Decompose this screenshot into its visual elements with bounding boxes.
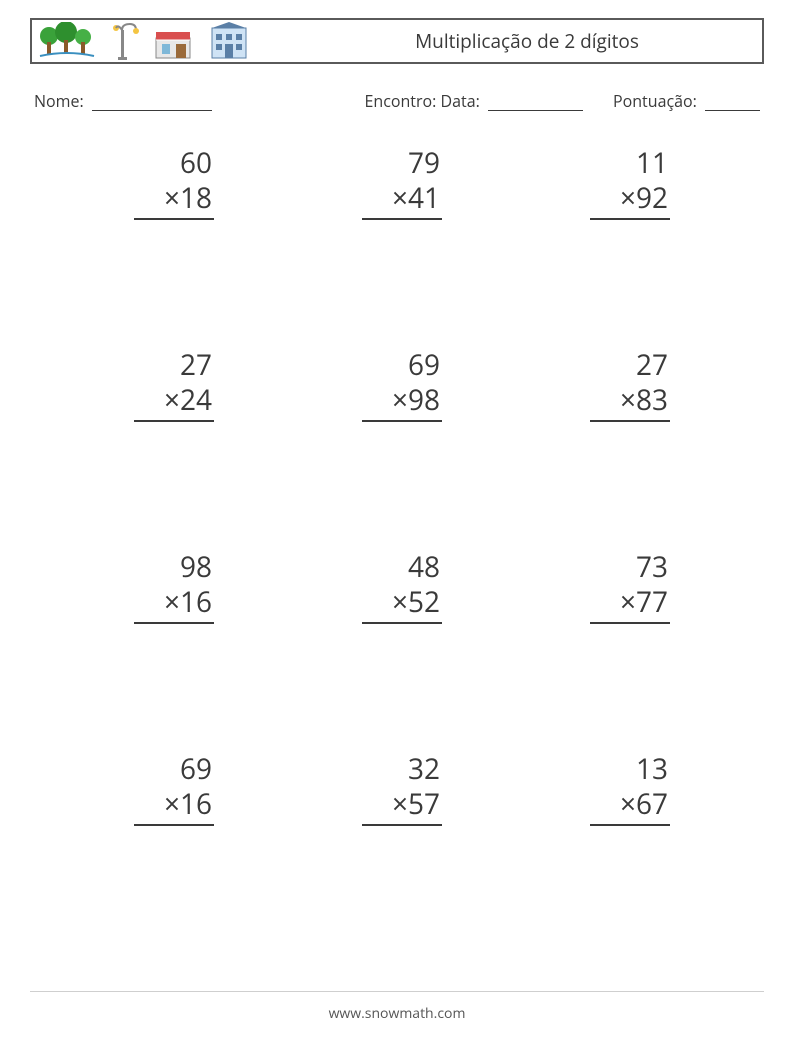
- multiplier-row: ×24: [134, 383, 214, 422]
- footer-url: www.snowmath.com: [329, 1004, 466, 1023]
- date-blank[interactable]: [488, 110, 583, 111]
- multiplier: 52: [408, 583, 440, 621]
- problem: 69×16: [80, 752, 268, 826]
- multiplier: 16: [180, 583, 212, 621]
- multiplier: 16: [180, 785, 212, 823]
- header-box: Multiplicação de 2 dígitos: [30, 18, 764, 64]
- multiplier-row: ×41: [362, 181, 442, 220]
- multiply-symbol: ×: [392, 585, 408, 620]
- multiplier-row: ×92: [590, 181, 670, 220]
- multiplicand: 79: [362, 146, 442, 181]
- footer: www.snowmath.com: [30, 991, 764, 1023]
- multiplier-row: ×18: [134, 181, 214, 220]
- multiply-symbol: ×: [392, 383, 408, 418]
- date-field: Encontro: Data:: [365, 90, 583, 112]
- multiplier: 83: [636, 381, 668, 419]
- multiply-symbol: ×: [164, 585, 180, 620]
- multiply-symbol: ×: [164, 787, 180, 822]
- multiplicand: 73: [590, 550, 670, 585]
- name-field: Nome:: [34, 90, 212, 112]
- problem-body: 98×16: [134, 550, 214, 624]
- multiplicand: 98: [134, 550, 214, 585]
- problems-grid: 60×1879×4111×9227×2469×9827×8398×1648×52…: [30, 146, 764, 826]
- multiplicand: 27: [590, 348, 670, 383]
- multiply-symbol: ×: [392, 787, 408, 822]
- multiplier: 67: [636, 785, 668, 823]
- multiplicand: 48: [362, 550, 442, 585]
- score-field: Pontuação:: [613, 90, 760, 112]
- worksheet-title: Multiplicação de 2 dígitos: [32, 28, 762, 54]
- problem: 27×83: [536, 348, 724, 422]
- multiplicand: 69: [362, 348, 442, 383]
- multiplier: 24: [180, 381, 212, 419]
- problem-body: 73×77: [590, 550, 670, 624]
- multiplicand: 13: [590, 752, 670, 787]
- multiply-symbol: ×: [164, 383, 180, 418]
- multiplier-row: ×98: [362, 383, 442, 422]
- problem-body: 48×52: [362, 550, 442, 624]
- multiplier: 41: [408, 179, 440, 217]
- multiplier-row: ×16: [134, 585, 214, 624]
- problem-body: 69×98: [362, 348, 442, 422]
- problem: 69×98: [308, 348, 496, 422]
- multiplier-row: ×52: [362, 585, 442, 624]
- problem-body: 27×24: [134, 348, 214, 422]
- problem-body: 60×18: [134, 146, 214, 220]
- multiply-symbol: ×: [164, 181, 180, 216]
- problem-body: 32×57: [362, 752, 442, 826]
- multiplier: 77: [636, 583, 668, 621]
- problem: 27×24: [80, 348, 268, 422]
- multiplicand: 27: [134, 348, 214, 383]
- multiply-symbol: ×: [620, 787, 636, 822]
- problem-body: 11×92: [590, 146, 670, 220]
- multiplier-row: ×16: [134, 787, 214, 826]
- problem-body: 13×67: [590, 752, 670, 826]
- multiplicand: 60: [134, 146, 214, 181]
- multiply-symbol: ×: [392, 181, 408, 216]
- problem: 32×57: [308, 752, 496, 826]
- multiplier-row: ×77: [590, 585, 670, 624]
- multiply-symbol: ×: [620, 181, 636, 216]
- multiplier: 18: [180, 179, 212, 217]
- multiplicand: 32: [362, 752, 442, 787]
- multiplier: 57: [408, 785, 440, 823]
- multiplier: 98: [408, 381, 440, 419]
- problem: 60×18: [80, 146, 268, 220]
- problem: 73×77: [536, 550, 724, 624]
- score-label: Pontuação:: [613, 90, 697, 112]
- problem-body: 69×16: [134, 752, 214, 826]
- multiplicand: 69: [134, 752, 214, 787]
- multiplier: 92: [636, 179, 668, 217]
- name-blank[interactable]: [92, 110, 212, 111]
- multiplier-row: ×67: [590, 787, 670, 826]
- problem: 11×92: [536, 146, 724, 220]
- name-label: Nome:: [34, 90, 84, 112]
- info-row: Nome: Encontro: Data: Pontuação:: [30, 90, 764, 112]
- problem: 48×52: [308, 550, 496, 624]
- multiply-symbol: ×: [620, 585, 636, 620]
- multiply-symbol: ×: [620, 383, 636, 418]
- problem: 13×67: [536, 752, 724, 826]
- problem: 98×16: [80, 550, 268, 624]
- problem-body: 79×41: [362, 146, 442, 220]
- worksheet-page: Multiplicação de 2 dígitos Nome: Encontr…: [0, 0, 794, 1053]
- problem: 79×41: [308, 146, 496, 220]
- date-label: Encontro: Data:: [365, 90, 480, 112]
- multiplicand: 11: [590, 146, 670, 181]
- multiplier-row: ×57: [362, 787, 442, 826]
- multiplier-row: ×83: [590, 383, 670, 422]
- score-blank[interactable]: [705, 110, 760, 111]
- problem-body: 27×83: [590, 348, 670, 422]
